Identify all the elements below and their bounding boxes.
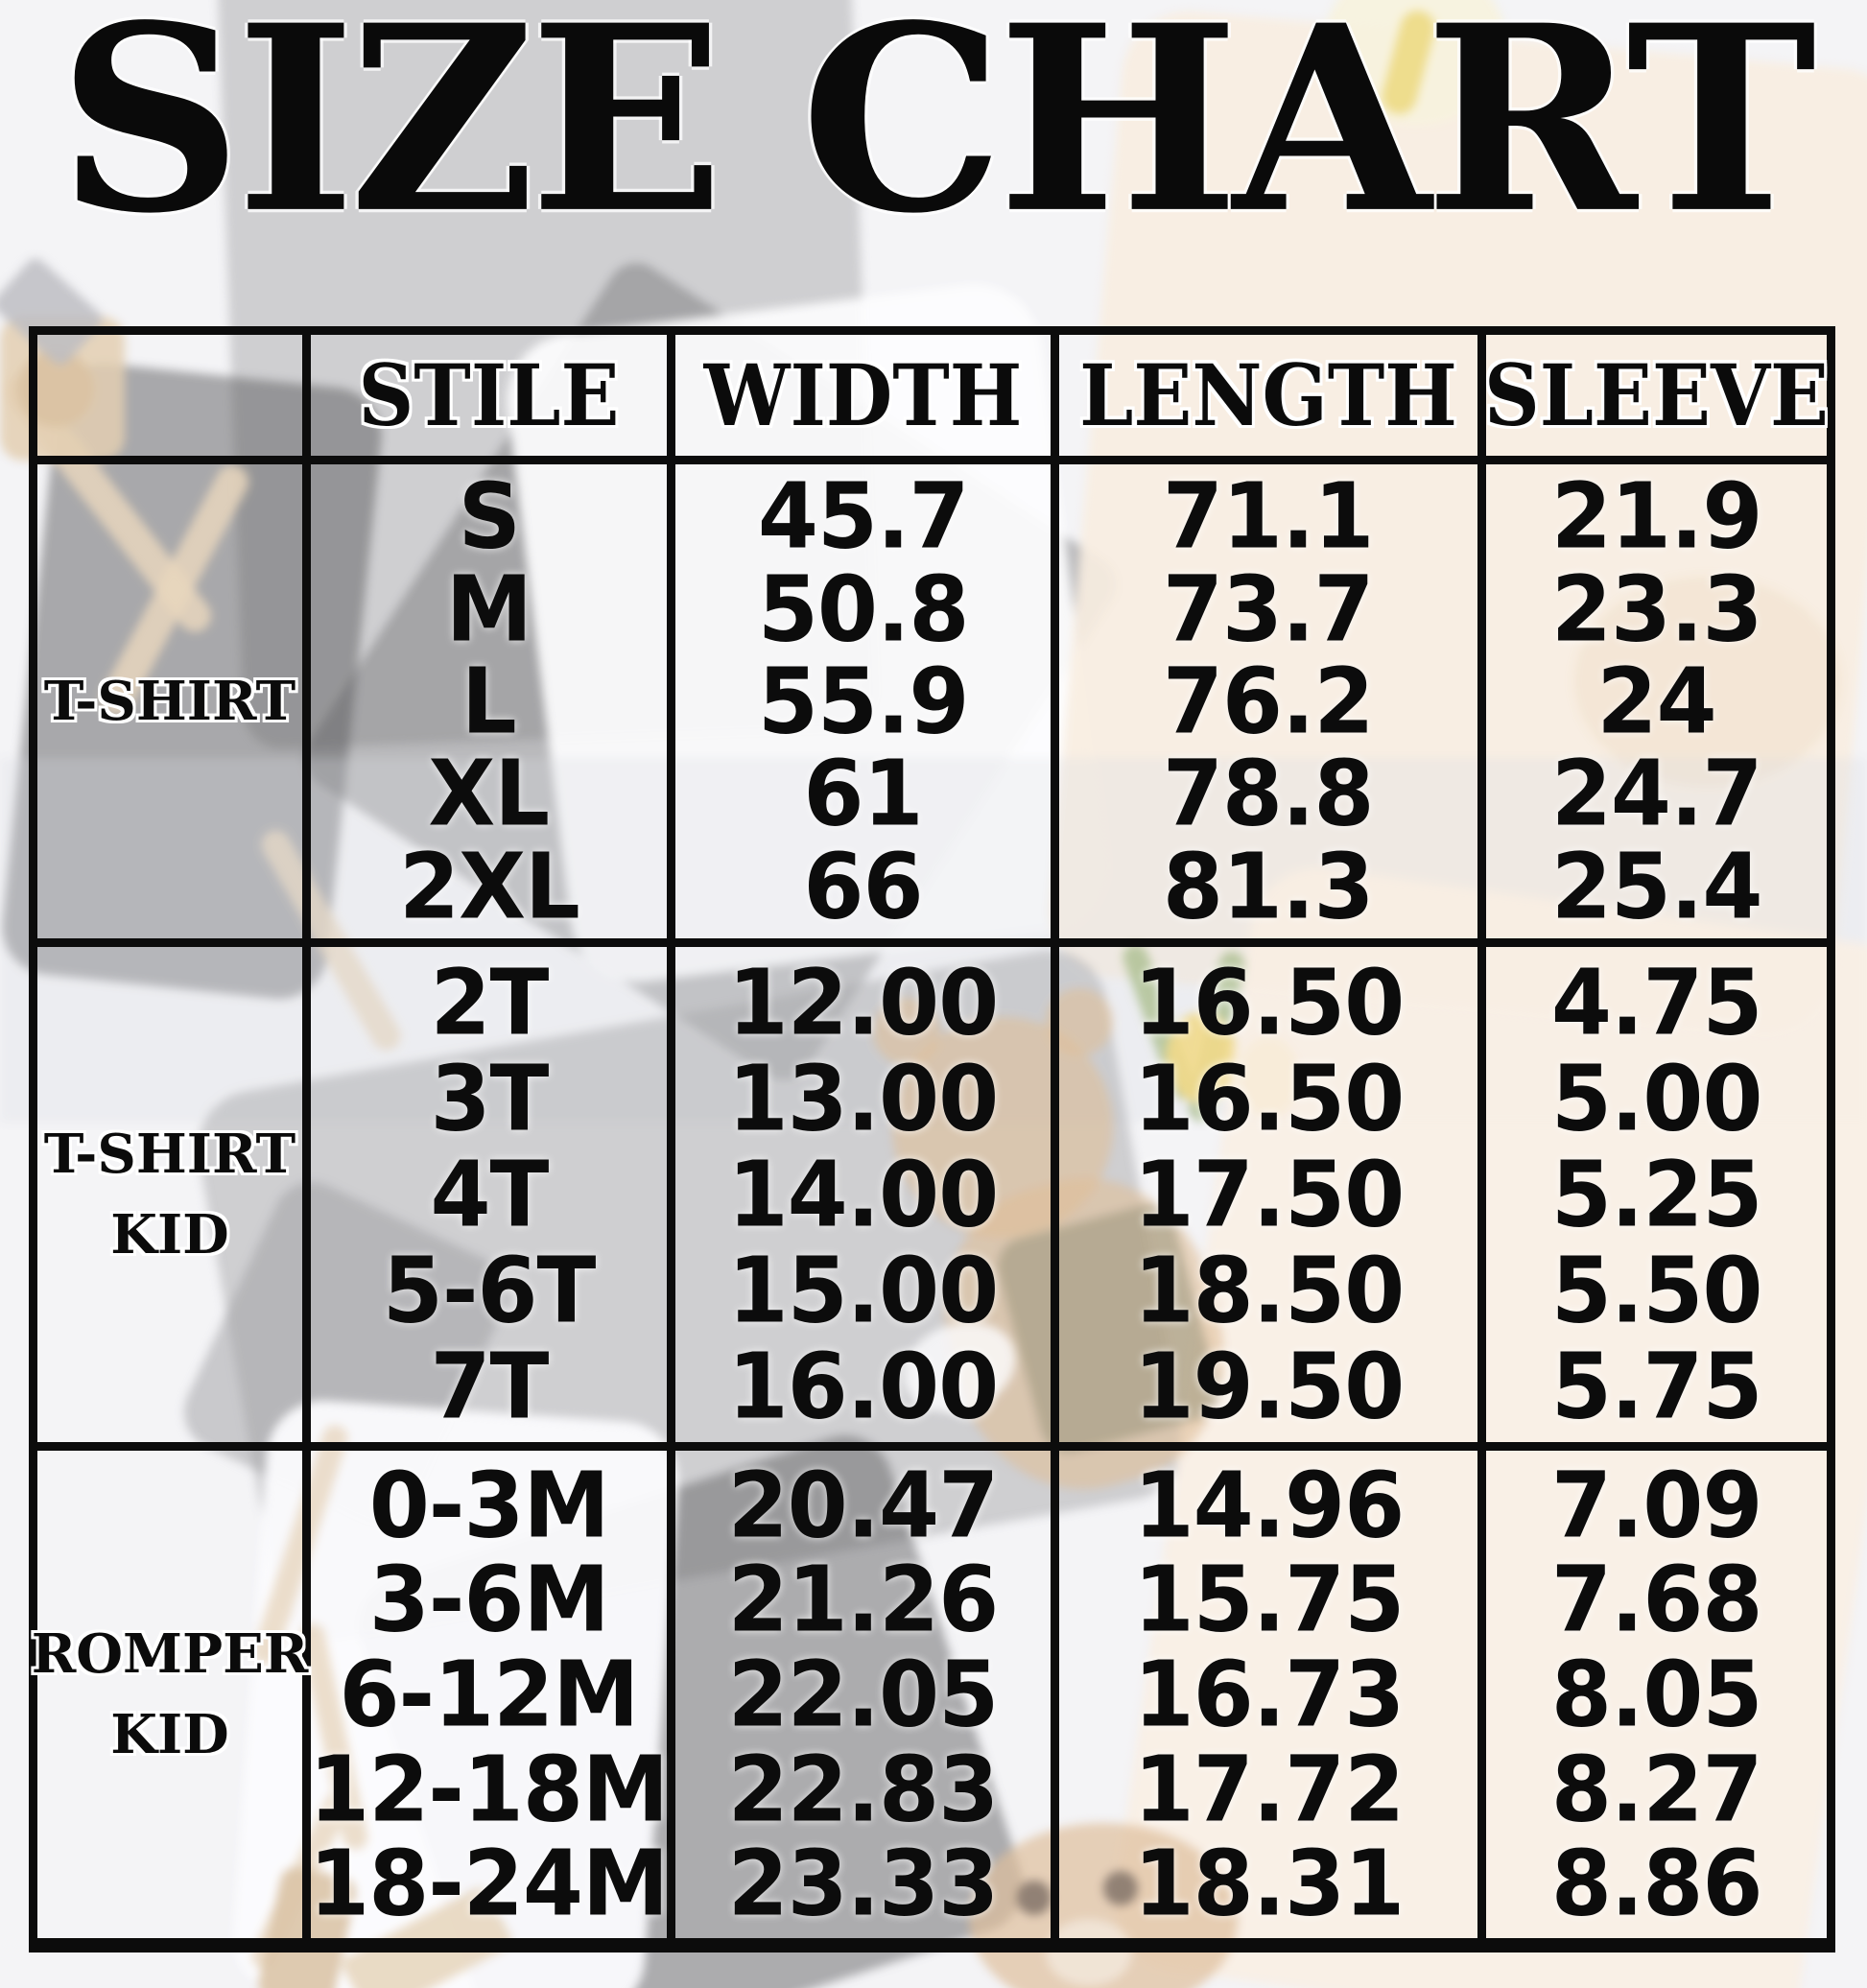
- size-value: 3T: [430, 1046, 549, 1151]
- sleeve-value: 5.00: [1550, 1046, 1763, 1151]
- size-value: 4T: [430, 1142, 549, 1247]
- column-header-stile: STILE: [311, 335, 675, 464]
- length-value: 14.96: [1133, 1452, 1405, 1558]
- size-value: 18-24M: [309, 1831, 670, 1937]
- photo-teddy-bottom-snout: [1046, 1919, 1132, 1986]
- width-value: 20.47: [727, 1452, 1000, 1558]
- tshirt-sizes-cell: S M L XL 2XL: [311, 464, 675, 947]
- group-label-tshirt: T-SHIRT: [37, 464, 311, 947]
- group-label-text: ROMPER: [31, 1622, 309, 1686]
- sleeve-value: 25.4: [1550, 833, 1763, 939]
- size-value: 0-3M: [368, 1452, 610, 1558]
- group-label-lines: ROMPER KID: [32, 1614, 309, 1775]
- size-value: 7T: [430, 1334, 549, 1439]
- size-value: 2XL: [398, 833, 580, 939]
- length-value: 78.8: [1163, 741, 1375, 847]
- tshirt-kid-sizes-cell: 2T 3T 4T 5-6T 7T: [311, 947, 675, 1451]
- size-value: 3-6M: [368, 1547, 610, 1653]
- tshirt-kid-length-cell: 16.50 16.50 17.50 18.50 19.50: [1059, 947, 1486, 1451]
- group-label-text: T-SHIRT: [43, 670, 296, 733]
- width-value: 55.9: [757, 649, 970, 754]
- tshirt-length-cell: 71.1 73.7 76.2 78.8 81.3: [1059, 464, 1486, 947]
- column-header-length: LENGTH: [1059, 335, 1486, 464]
- sleeve-value: 24: [1596, 649, 1716, 754]
- length-value: 17.72: [1133, 1736, 1405, 1842]
- width-value: 22.83: [727, 1736, 1000, 1842]
- romper-kid-sleeve-cell: 7.09 7.68 8.05 8.27 8.86: [1486, 1451, 1827, 1938]
- column-header-stile-text: STILE: [358, 345, 620, 445]
- column-header-width: WIDTH: [675, 335, 1059, 464]
- width-value: 22.05: [727, 1642, 1000, 1747]
- romper-kid-sizes-cell: 0-3M 3-6M 6-12M 12-18M 18-24M: [309, 1451, 675, 1938]
- size-value: L: [461, 649, 517, 754]
- width-value: 45.7: [757, 463, 970, 570]
- group-label-text: KID: [110, 1703, 229, 1766]
- column-header-sleeve-text: SLEEVE: [1483, 345, 1830, 445]
- romper-kid-length-cell: 14.96 15.75 16.73 17.72 18.31: [1059, 1451, 1486, 1938]
- photo-teddy-bottom-eye-right: [1103, 1871, 1138, 1905]
- photo-teddy-bottom-eye-left: [1017, 1881, 1052, 1915]
- group-label-text: KID: [110, 1203, 229, 1266]
- length-value: 73.7: [1163, 556, 1375, 662]
- tshirt-width-cell: 45.7 50.8 55.9 61 66: [675, 464, 1059, 947]
- width-value: 23.33: [727, 1831, 1000, 1937]
- size-value: M: [445, 556, 532, 662]
- sleeve-value: 8.86: [1550, 1831, 1763, 1937]
- length-value: 17.50: [1133, 1142, 1405, 1247]
- sleeve-value: 23.3: [1550, 556, 1763, 662]
- length-value: 71.1: [1163, 463, 1375, 570]
- width-value: 15.00: [727, 1238, 1000, 1343]
- width-value: 66: [803, 833, 923, 939]
- width-value: 12.00: [727, 950, 1000, 1055]
- photo-tulip-petal-1: [1166, 1012, 1238, 1103]
- sleeve-value: 8.05: [1550, 1642, 1763, 1747]
- width-value: 16.00: [727, 1334, 1000, 1439]
- size-chart-table: STILE WIDTH LENGTH SLEEVE T-SHIRT S M L …: [29, 326, 1835, 1952]
- column-header-length-text: LENGTH: [1079, 345, 1457, 445]
- sleeve-value: 4.75: [1550, 950, 1763, 1055]
- size-value: 5-6T: [382, 1238, 597, 1343]
- tshirt-kid-sleeve-cell: 4.75 5.00 5.25 5.50 5.75: [1486, 947, 1827, 1451]
- sleeve-value: 5.75: [1550, 1334, 1763, 1439]
- group-label-lines: T-SHIRT KID: [44, 1114, 295, 1275]
- width-value: 14.00: [727, 1142, 1000, 1247]
- length-value: 15.75: [1133, 1547, 1405, 1653]
- length-value: 18.50: [1133, 1238, 1405, 1343]
- width-value: 13.00: [727, 1046, 1000, 1151]
- photo-cream-shirt-knot: [1573, 576, 1842, 787]
- sleeve-value: 5.25: [1550, 1142, 1763, 1247]
- size-value: 12-18M: [309, 1736, 670, 1842]
- length-value: 76.2: [1163, 649, 1375, 754]
- length-value: 16.50: [1133, 950, 1405, 1055]
- size-value: XL: [428, 741, 551, 847]
- sleeve-value: 7.68: [1550, 1547, 1763, 1653]
- sleeve-value: 5.50: [1550, 1238, 1763, 1343]
- group-label-tshirt-kid: T-SHIRT KID: [37, 947, 311, 1451]
- romper-kid-width-cell: 20.47 21.26 22.05 22.83 23.33: [675, 1451, 1059, 1938]
- group-label-romper-kid: ROMPER KID: [32, 1451, 311, 1938]
- sleeve-value: 21.9: [1550, 463, 1763, 570]
- length-value: 16.73: [1133, 1642, 1405, 1747]
- column-header-sleeve: SLEEVE: [1483, 335, 1830, 464]
- length-value: 18.31: [1133, 1831, 1405, 1937]
- length-value: 16.50: [1133, 1046, 1405, 1151]
- width-value: 21.26: [727, 1547, 1000, 1653]
- tshirt-sleeve-cell: 21.9 23.3 24 24.7 25.4: [1486, 464, 1827, 947]
- sleeve-value: 8.27: [1550, 1736, 1763, 1842]
- length-value: 19.50: [1133, 1334, 1405, 1439]
- width-value: 50.8: [757, 556, 970, 662]
- column-header-width-text: WIDTH: [703, 345, 1023, 445]
- group-label-text: T-SHIRT: [43, 1123, 296, 1186]
- size-value: 6-12M: [339, 1642, 640, 1747]
- sleeve-value: 24.7: [1550, 741, 1763, 847]
- tshirt-kid-width-cell: 12.00 13.00 14.00 15.00 16.00: [675, 947, 1059, 1451]
- width-value: 61: [803, 741, 923, 847]
- size-value: S: [458, 463, 520, 570]
- sleeve-value: 7.09: [1550, 1452, 1763, 1558]
- table-corner-cell: [37, 335, 311, 464]
- length-value: 81.3: [1163, 833, 1375, 939]
- size-value: 2T: [430, 950, 549, 1055]
